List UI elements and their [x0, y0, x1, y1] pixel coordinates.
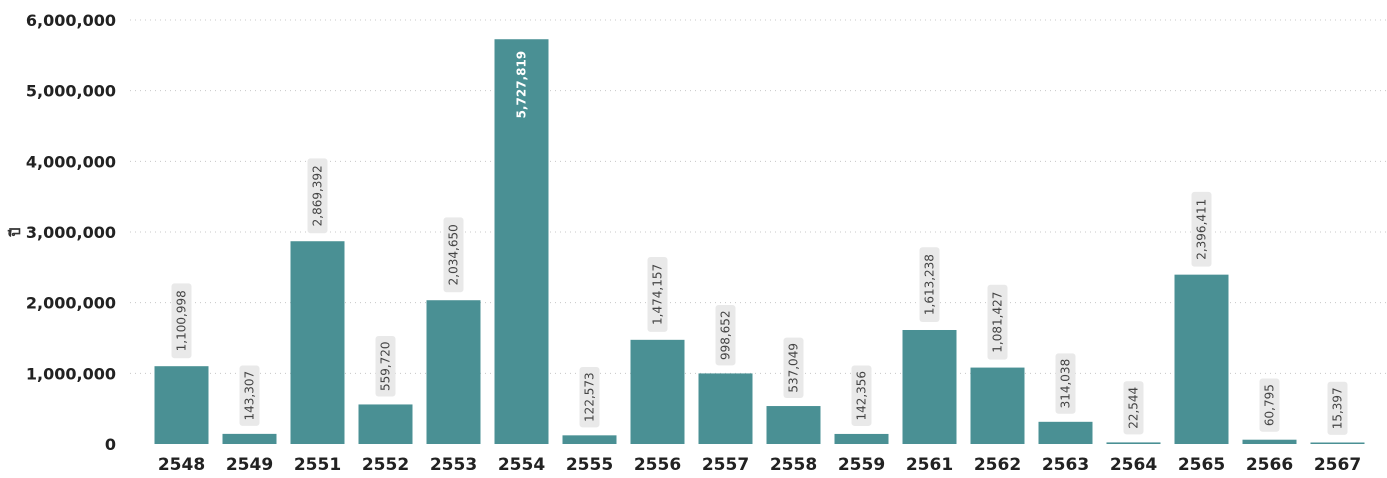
data-label: 1,613,238 [923, 254, 937, 315]
data-label-bg [375, 336, 396, 397]
data-label: 1,100,998 [175, 290, 189, 351]
data-label-bg [511, 47, 532, 123]
data-label-bg [1191, 191, 1212, 267]
x-tick-label: 2559 [838, 455, 885, 475]
y-tick-label: 2,000,000 [26, 294, 116, 313]
data-label: 22,544 [1127, 387, 1141, 429]
x-tick-label: 2551 [294, 455, 341, 475]
data-label-bg [239, 365, 260, 426]
bar [154, 366, 209, 444]
x-tick-label: 2548 [158, 455, 205, 475]
data-label: 142,356 [855, 371, 869, 421]
bar [834, 433, 889, 444]
data-label: 2,034,650 [447, 224, 461, 285]
data-label-bg [307, 158, 328, 234]
x-tick-label: 2557 [702, 455, 749, 475]
bar [902, 329, 957, 444]
data-label: 1,081,427 [991, 292, 1005, 353]
bar [426, 300, 481, 444]
y-tick-label: 6,000,000 [26, 11, 116, 30]
bar [1174, 274, 1229, 444]
y-tick-label: 0 [105, 435, 116, 454]
y-axis-ticks: 0 1,000,000 2,000,000 3,000,000 4,000,000 5,0… [26, 11, 116, 454]
data-label-bg [647, 257, 668, 332]
data-label-bg [579, 366, 600, 428]
data-label: 537,049 [787, 343, 801, 393]
x-tick-label: 2562 [974, 455, 1021, 475]
x-tick-label: 2555 [566, 455, 613, 475]
bar [766, 406, 821, 444]
data-label-bg [1259, 378, 1280, 432]
bar [290, 241, 345, 444]
bars [154, 39, 1365, 444]
data-label: 60,795 [1263, 384, 1277, 426]
data-label: 998,652 [719, 310, 733, 360]
data-label-bg [715, 305, 736, 366]
data-label: 143,307 [243, 371, 257, 421]
y-tick-label: 1,000,000 [26, 364, 116, 383]
bar [698, 373, 753, 444]
x-tick-label: 2563 [1042, 455, 1089, 475]
x-tick-label: 2554 [498, 455, 545, 475]
x-tick-label: 2553 [430, 455, 477, 475]
bar [562, 435, 617, 444]
bar [1106, 442, 1161, 444]
data-label-bg [851, 365, 872, 426]
x-axis-ticks: 2548 2549 2551 2552 2553 2554 2555 2556 2557 2558… [158, 455, 1361, 475]
data-label-bg [171, 283, 192, 359]
data-label-bg [443, 217, 464, 293]
data-label: 1,474,157 [651, 264, 665, 325]
bar [630, 339, 685, 444]
x-tick-label: 2558 [770, 455, 817, 475]
data-label-bg [1055, 353, 1076, 414]
data-label: 2,396,411 [1195, 199, 1209, 260]
bar [222, 433, 277, 444]
bar [1310, 442, 1365, 444]
x-tick-label: 2566 [1246, 455, 1293, 475]
y-tick-label: 3,000,000 [26, 223, 116, 242]
data-label-bg [1123, 381, 1144, 435]
x-tick-label: 2552 [362, 455, 409, 475]
bar [1242, 439, 1297, 444]
data-labels: 1,100,998 143,307 2,869,392 559,720 2,034,65… [171, 47, 1348, 435]
data-label-bg [1327, 381, 1348, 435]
bar [1038, 421, 1093, 444]
data-label: 122,573 [583, 372, 597, 422]
x-tick-label: 2556 [634, 455, 681, 475]
data-label: 559,720 [379, 341, 393, 391]
data-label-bg [783, 337, 804, 399]
data-label-bg [987, 284, 1008, 360]
bar [970, 367, 1025, 444]
x-tick-label: 2561 [906, 455, 953, 475]
y-tick-label: 4,000,000 [26, 152, 116, 171]
x-tick-label: 2549 [226, 455, 273, 475]
data-label: 2,869,392 [311, 165, 325, 226]
x-tick-label: 2564 [1110, 455, 1157, 475]
data-label: 314,038 [1059, 359, 1073, 409]
x-tick-label: 2567 [1314, 455, 1361, 475]
x-tick-label: 2565 [1178, 455, 1225, 475]
bar [358, 404, 413, 444]
data-label-bg [919, 247, 940, 322]
y-tick-label: 5,000,000 [26, 82, 116, 101]
data-label: 5,727,819 [515, 51, 529, 119]
y-axis-label: ปี [8, 227, 24, 237]
data-label: 15,397 [1331, 387, 1345, 429]
